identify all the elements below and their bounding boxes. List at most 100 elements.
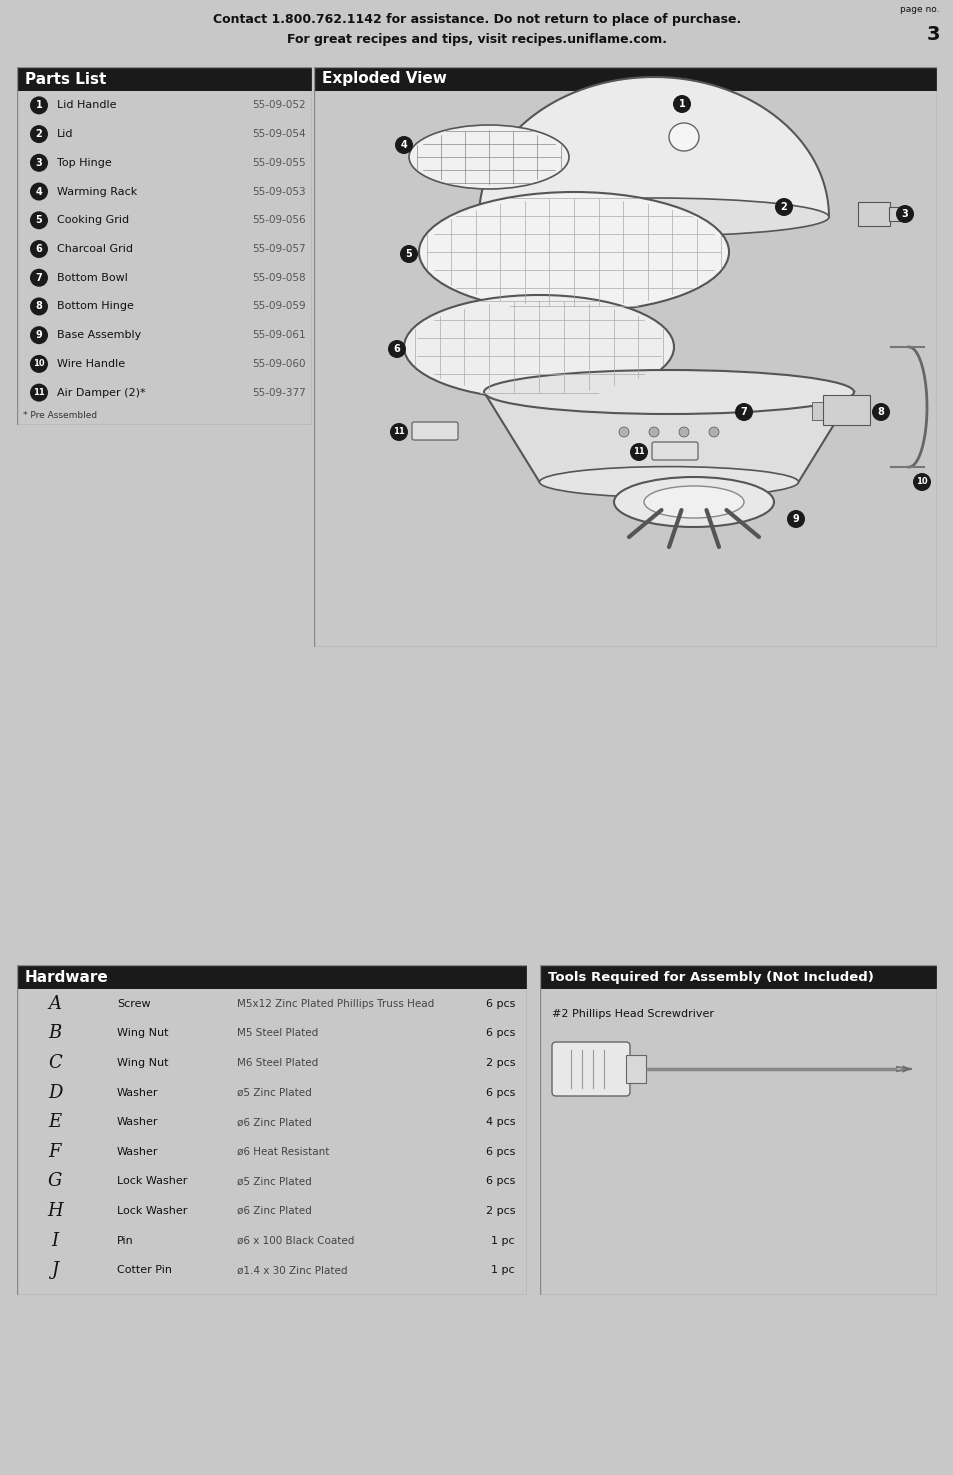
Text: 3: 3 bbox=[901, 209, 907, 218]
Ellipse shape bbox=[478, 198, 828, 236]
FancyBboxPatch shape bbox=[634, 105, 673, 122]
Text: ø6 Heat Resistant: ø6 Heat Resistant bbox=[236, 1146, 329, 1156]
Text: 2: 2 bbox=[780, 202, 786, 212]
Text: page no.: page no. bbox=[900, 6, 939, 15]
Circle shape bbox=[30, 153, 48, 171]
FancyBboxPatch shape bbox=[888, 207, 900, 221]
Circle shape bbox=[30, 125, 48, 143]
Circle shape bbox=[30, 183, 48, 201]
Text: 55-09-057: 55-09-057 bbox=[253, 243, 306, 254]
Ellipse shape bbox=[409, 125, 568, 189]
Text: Hardware: Hardware bbox=[25, 969, 109, 984]
Text: 4: 4 bbox=[35, 186, 42, 196]
Text: 55-09-377: 55-09-377 bbox=[252, 388, 306, 398]
Circle shape bbox=[390, 423, 408, 441]
Circle shape bbox=[618, 426, 628, 437]
Text: 11: 11 bbox=[33, 388, 45, 397]
Text: Top Hinge: Top Hinge bbox=[57, 158, 112, 168]
FancyBboxPatch shape bbox=[857, 202, 889, 226]
Text: Wing Nut: Wing Nut bbox=[117, 1058, 169, 1068]
Text: 1 pc: 1 pc bbox=[491, 1236, 515, 1245]
Text: I: I bbox=[51, 1232, 58, 1249]
Ellipse shape bbox=[614, 476, 773, 527]
Text: E: E bbox=[49, 1114, 62, 1131]
Text: C: C bbox=[48, 1055, 62, 1072]
Text: 2: 2 bbox=[35, 130, 42, 139]
FancyBboxPatch shape bbox=[822, 395, 869, 425]
Text: 9: 9 bbox=[35, 330, 42, 341]
Text: 5: 5 bbox=[35, 215, 42, 226]
Circle shape bbox=[734, 403, 752, 420]
Text: 6 pcs: 6 pcs bbox=[485, 999, 515, 1009]
Text: Charcoal Grid: Charcoal Grid bbox=[57, 243, 132, 254]
Text: 55-09-059: 55-09-059 bbox=[253, 301, 306, 311]
Text: G: G bbox=[48, 1173, 62, 1190]
Circle shape bbox=[388, 341, 406, 358]
Text: 2 pcs: 2 pcs bbox=[485, 1207, 515, 1215]
Text: 6: 6 bbox=[35, 243, 42, 254]
Text: Washer: Washer bbox=[117, 1146, 158, 1156]
FancyBboxPatch shape bbox=[651, 442, 698, 460]
Text: 3: 3 bbox=[35, 158, 42, 168]
Text: Screw: Screw bbox=[117, 999, 151, 1009]
Ellipse shape bbox=[643, 485, 743, 518]
Circle shape bbox=[679, 426, 688, 437]
Text: Lock Washer: Lock Washer bbox=[117, 1177, 187, 1186]
Text: Parts List: Parts List bbox=[25, 71, 107, 87]
Text: Lock Washer: Lock Washer bbox=[117, 1207, 187, 1215]
Text: 55-09-052: 55-09-052 bbox=[253, 100, 306, 111]
Text: Contact 1.800.762.1142 for assistance. Do not return to place of purchase.: Contact 1.800.762.1142 for assistance. D… bbox=[213, 13, 740, 27]
Circle shape bbox=[786, 510, 804, 528]
Text: ø6 x 100 Black Coated: ø6 x 100 Black Coated bbox=[236, 1236, 354, 1245]
Circle shape bbox=[395, 136, 413, 153]
Text: 8: 8 bbox=[877, 407, 883, 417]
Text: M6 Steel Plated: M6 Steel Plated bbox=[236, 1058, 318, 1068]
Text: Washer: Washer bbox=[117, 1117, 158, 1127]
Circle shape bbox=[30, 211, 48, 229]
Text: 6 pcs: 6 pcs bbox=[485, 1146, 515, 1156]
Text: Base Assembly: Base Assembly bbox=[57, 330, 141, 341]
Text: M5x12 Zinc Plated Phillips Truss Head: M5x12 Zinc Plated Phillips Truss Head bbox=[236, 999, 434, 1009]
Text: 6: 6 bbox=[394, 344, 400, 354]
Text: 6 pcs: 6 pcs bbox=[485, 1177, 515, 1186]
Ellipse shape bbox=[539, 466, 798, 497]
Text: H: H bbox=[47, 1202, 63, 1220]
Text: J: J bbox=[51, 1261, 58, 1279]
Circle shape bbox=[648, 426, 659, 437]
Circle shape bbox=[30, 326, 48, 344]
Text: 10: 10 bbox=[33, 360, 45, 369]
Text: 6 pcs: 6 pcs bbox=[485, 1028, 515, 1038]
Bar bbox=[539, 965, 936, 990]
Text: 7: 7 bbox=[740, 407, 746, 417]
Text: Pin: Pin bbox=[117, 1236, 133, 1245]
Text: 7: 7 bbox=[35, 273, 42, 283]
Text: 1: 1 bbox=[678, 99, 684, 109]
Text: ø6 Zinc Plated: ø6 Zinc Plated bbox=[236, 1207, 312, 1215]
Circle shape bbox=[30, 355, 48, 373]
Text: 2 pcs: 2 pcs bbox=[485, 1058, 515, 1068]
Text: 55-09-061: 55-09-061 bbox=[253, 330, 306, 341]
Text: ø6 Zinc Plated: ø6 Zinc Plated bbox=[236, 1117, 312, 1127]
FancyBboxPatch shape bbox=[644, 97, 662, 109]
Text: 4 pcs: 4 pcs bbox=[485, 1117, 515, 1127]
Text: 4: 4 bbox=[400, 140, 407, 150]
Text: Lid Handle: Lid Handle bbox=[57, 100, 116, 111]
Text: 8: 8 bbox=[35, 301, 42, 311]
Text: F: F bbox=[49, 1143, 61, 1161]
Text: * Pre Assembled: * Pre Assembled bbox=[23, 412, 97, 420]
Circle shape bbox=[399, 245, 417, 263]
Text: For great recipes and tips, visit recipes.uniflame.com.: For great recipes and tips, visit recipe… bbox=[287, 34, 666, 47]
FancyBboxPatch shape bbox=[552, 1041, 629, 1096]
Text: #2 Phillips Head Screwdriver: #2 Phillips Head Screwdriver bbox=[552, 1009, 713, 1019]
Circle shape bbox=[30, 96, 48, 115]
Circle shape bbox=[30, 268, 48, 286]
Circle shape bbox=[774, 198, 792, 215]
Text: 11: 11 bbox=[633, 447, 644, 456]
Text: 1: 1 bbox=[35, 100, 42, 111]
Text: 55-09-053: 55-09-053 bbox=[253, 186, 306, 196]
Text: 9: 9 bbox=[792, 513, 799, 524]
Text: Exploded View: Exploded View bbox=[322, 71, 446, 87]
Text: B: B bbox=[49, 1025, 62, 1043]
Text: A: A bbox=[49, 994, 61, 1013]
Text: ø5 Zinc Plated: ø5 Zinc Plated bbox=[236, 1087, 312, 1097]
